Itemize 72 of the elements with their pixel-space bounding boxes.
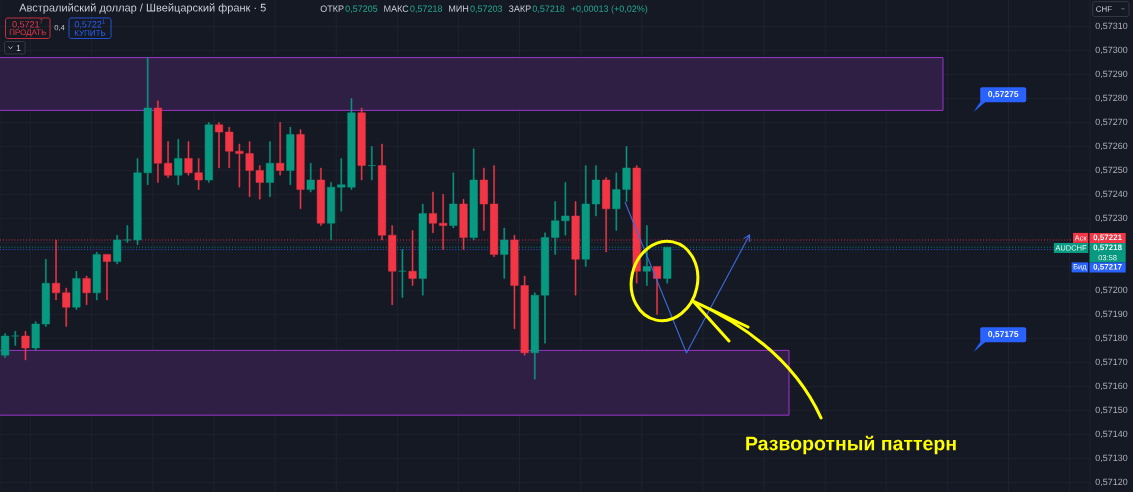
candlestick xyxy=(306,162,315,193)
annotation: ОТКР xyxy=(320,5,344,12)
text: 0,57221 xyxy=(1093,234,1122,242)
chart-title: Австралийский доллар / Швейцарский франк · 5 xyxy=(19,3,266,14)
candlestick xyxy=(11,330,20,346)
y-tick-label: 0,57140 xyxy=(1095,430,1128,439)
candlestick xyxy=(428,191,437,234)
y-tick-label: 0,57280 xyxy=(1095,94,1128,103)
text: 0,57218 xyxy=(1093,244,1122,252)
candlestick xyxy=(82,275,91,306)
y-tick-label: 0,57130 xyxy=(1095,454,1128,463)
candlestick xyxy=(1,333,10,358)
annotation: 0,5722$^{1}$ xyxy=(74,19,105,29)
candlestick xyxy=(92,251,101,301)
annotation: 0,57275 xyxy=(988,91,1019,99)
candlestick xyxy=(102,254,111,301)
candlestick xyxy=(204,122,213,183)
y-tick-label: 0,57250 xyxy=(1095,166,1128,175)
candlestick xyxy=(530,292,539,380)
y-axis-title: CHF xyxy=(1096,6,1112,12)
candlestick xyxy=(153,100,162,183)
y-tick-label: 0,57230 xyxy=(1095,214,1128,223)
candlestick xyxy=(296,129,305,210)
candlestick xyxy=(276,122,285,176)
candlestick xyxy=(479,167,488,231)
y-tick-label: 0,57300 xyxy=(1095,46,1128,55)
candlestick xyxy=(72,270,81,310)
y-tick-label: 0,57180 xyxy=(1095,334,1128,343)
y-tick-label: 0,57270 xyxy=(1095,118,1128,127)
y-tick-label: 0,57200 xyxy=(1095,286,1128,295)
candlestick xyxy=(62,287,71,327)
y-tick-label: 0,57170 xyxy=(1095,358,1128,367)
annotation: 0,5721$^{7}$ xyxy=(12,19,43,29)
candlestick xyxy=(581,165,590,267)
y-tick-label: 0,57310 xyxy=(1095,22,1128,31)
annotation: 0,57175 xyxy=(988,331,1019,339)
annotation: 0,57218 xyxy=(410,5,443,13)
candlestick xyxy=(591,165,600,217)
candlestick xyxy=(215,122,224,169)
candlestick xyxy=(469,148,478,241)
candlestick xyxy=(357,107,366,181)
y-tick-label: 0,57120 xyxy=(1095,478,1128,487)
y-tick-label: 0,57160 xyxy=(1095,382,1128,391)
candlestick xyxy=(113,234,122,265)
annotation: ПРОДАТЬ xyxy=(9,29,46,37)
annotation: 0,57218 xyxy=(532,5,565,13)
candlestick xyxy=(174,138,183,186)
candlestick xyxy=(500,227,509,279)
candlestick xyxy=(316,167,325,226)
candlestick xyxy=(123,225,132,243)
annotation: 1 xyxy=(16,45,21,51)
annotation: +0,00013 (+0,02%) xyxy=(571,5,648,14)
annotation: КУПИТЬ xyxy=(74,30,106,36)
candlestick xyxy=(21,330,30,361)
y-tick-label: 0,57290 xyxy=(1095,70,1128,79)
candlestick xyxy=(286,126,295,186)
candlestick xyxy=(164,141,173,178)
annotation: 0,57205 xyxy=(345,5,378,13)
annotation: Разворотный паттерн xyxy=(746,435,956,455)
candlestick xyxy=(327,182,336,241)
y-tick-label: 0,57150 xyxy=(1095,406,1128,415)
annotation: 0,57203 xyxy=(470,5,503,13)
y-tick-label: 0,57240 xyxy=(1095,190,1128,199)
annotation: МАКС xyxy=(384,5,409,12)
annotation: ЗАКР xyxy=(508,5,531,12)
candlestick xyxy=(449,172,458,229)
y-tick-label: 0,57190 xyxy=(1095,310,1128,319)
candlestick xyxy=(265,141,274,198)
annotation: МИН xyxy=(449,5,469,12)
text: 0,57217 xyxy=(1093,263,1122,271)
y-tick-label: 0,57260 xyxy=(1095,142,1128,151)
candlestick xyxy=(367,146,376,181)
